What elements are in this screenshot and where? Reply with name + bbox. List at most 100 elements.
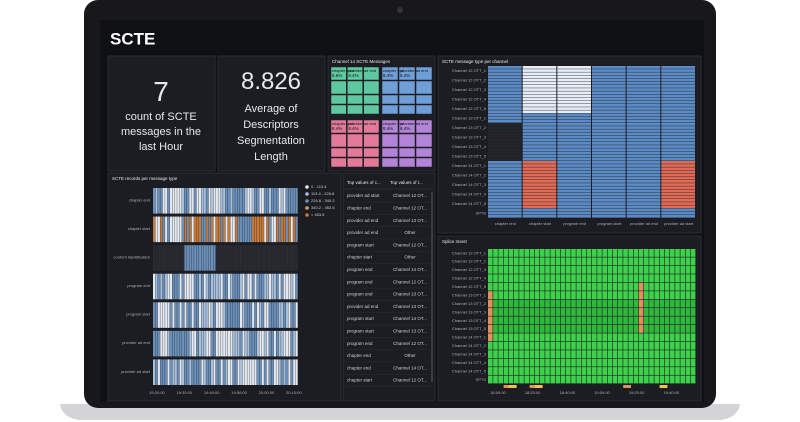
splice-cell <box>690 257 696 266</box>
splice-cell <box>612 282 618 291</box>
splice-cell <box>628 282 633 291</box>
splice-cell <box>592 249 597 257</box>
heat-stripe <box>240 216 243 243</box>
heatmap-cell <box>626 205 661 209</box>
splice-cell <box>503 358 509 367</box>
splice-cell <box>597 282 602 291</box>
splice-cell <box>524 324 529 333</box>
heatmap-cell <box>661 123 695 126</box>
heat-stripe <box>177 302 180 328</box>
treemap-label: provider ad end <box>348 68 376 73</box>
heatmap-cell <box>592 113 626 117</box>
heatmap-cell <box>661 208 695 212</box>
heat-stripe <box>249 302 252 328</box>
splice-cell <box>493 350 498 359</box>
heat-stripe <box>230 273 233 300</box>
splice-cell <box>566 333 571 342</box>
heatmap-cell <box>488 145 522 148</box>
heat-stripe <box>203 302 206 328</box>
heat-stripe <box>157 245 160 271</box>
splice-cell <box>618 350 623 359</box>
treemap-cell <box>347 104 363 115</box>
heatmap-cell <box>522 176 557 180</box>
splice-cell <box>524 358 529 367</box>
heatmap-cell <box>557 164 591 167</box>
heatmap-cell <box>626 176 661 180</box>
splice-cell <box>680 341 685 350</box>
heat-stripe <box>256 302 260 328</box>
heatmap-cell <box>557 186 591 190</box>
heatmap-cell <box>522 113 557 117</box>
splice-cell <box>612 249 618 257</box>
splice-cell <box>493 282 498 291</box>
heatmap-cell <box>522 119 557 123</box>
x-tick-label: 19:20:00 <box>629 390 645 395</box>
heatmap-cell <box>661 88 695 91</box>
splice-cell <box>623 249 628 257</box>
heatmap-cell <box>592 142 626 145</box>
splice-cell <box>534 308 540 316</box>
heatmap-cell <box>557 113 591 117</box>
splice-cell <box>685 299 691 308</box>
splice-cell <box>612 299 618 308</box>
heat-stripe <box>223 188 226 214</box>
splice-cell <box>586 249 592 257</box>
heat-stripe <box>276 273 279 300</box>
splice-cell <box>685 282 691 291</box>
heat-stripe <box>235 359 238 385</box>
splice-cell <box>644 291 649 300</box>
splice-cell <box>644 350 649 359</box>
splice-cell <box>680 308 685 316</box>
heatmap-cell <box>661 211 695 215</box>
splice-cell <box>659 367 665 375</box>
splice-cell <box>633 257 639 266</box>
splice-cell <box>571 274 576 283</box>
heatmap-cell <box>661 189 695 193</box>
heat-stripe <box>213 188 216 214</box>
heat-stripe <box>165 273 168 300</box>
heatmap-cell <box>626 100 661 104</box>
column-label: program start <box>597 221 622 226</box>
splice-cell <box>675 350 680 359</box>
table-cell: provider ad end <box>347 230 379 235</box>
splice-cell <box>514 324 519 333</box>
splice-cell <box>586 341 592 350</box>
heatmap-cell <box>522 85 557 88</box>
splice-cell <box>503 367 509 375</box>
heatmap-cell <box>488 119 522 123</box>
heatmap-cell <box>661 167 695 171</box>
splice-cell <box>529 333 535 342</box>
heat-stripe <box>266 273 269 300</box>
splice-cell <box>602 282 607 291</box>
splice-cell <box>540 291 545 300</box>
table-cell: Channel 14 OT... <box>393 316 427 321</box>
heatmap-cell <box>488 85 522 88</box>
heat-stripe <box>215 330 218 357</box>
heat-stripe <box>249 330 252 357</box>
splice-cell <box>560 316 566 325</box>
heat-stripe <box>269 245 272 271</box>
heat-stripe <box>201 188 204 214</box>
splice-cell <box>555 316 561 325</box>
heat-stripe <box>285 216 289 243</box>
splice-cell <box>644 324 649 333</box>
splice-cell <box>670 324 675 333</box>
splice-cell <box>670 350 675 359</box>
heat-stripe <box>252 302 255 328</box>
table-cell: chapter end <box>347 205 371 210</box>
heat-stripe <box>186 359 189 385</box>
heat-stripe <box>254 330 257 357</box>
splice-cell <box>550 350 555 359</box>
heat-stripe <box>237 359 240 385</box>
splice-cell <box>581 324 587 333</box>
splice-cell <box>508 341 514 350</box>
heat-stripe <box>194 359 197 385</box>
splice-cell <box>545 257 550 266</box>
splice-cell <box>524 375 529 384</box>
splice-cell <box>529 341 535 350</box>
row-label: Channel 12 OTT_1 <box>452 68 487 73</box>
splice-cell <box>618 358 623 367</box>
splice-cell <box>534 299 540 308</box>
splice-cell <box>581 316 587 325</box>
metric-label: Average of Descriptors Segmentation Leng… <box>237 103 305 163</box>
